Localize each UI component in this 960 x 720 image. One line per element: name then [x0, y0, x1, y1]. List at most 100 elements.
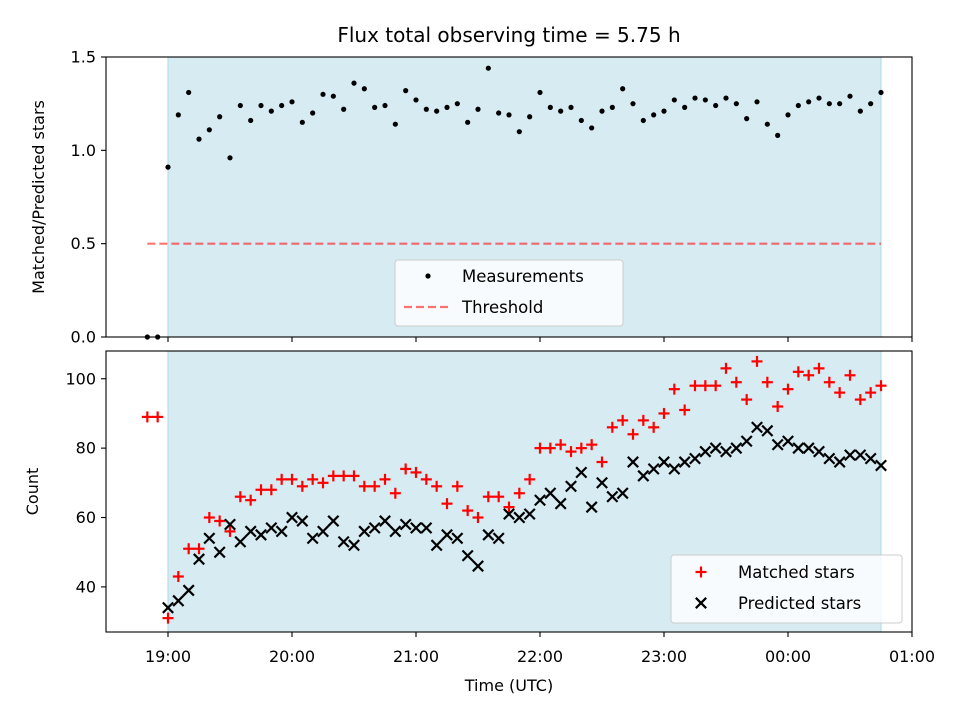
matched-star-point: [699, 380, 711, 392]
matched-star-point: [276, 473, 288, 485]
predicted-star-point: [172, 594, 185, 607]
matched-star-point: [472, 512, 484, 524]
measurement-point: [744, 116, 750, 122]
measurement-point: [496, 110, 502, 116]
matched-star-point: [379, 473, 391, 485]
predicted-star-point: [709, 442, 722, 455]
measurement-point: [837, 101, 843, 107]
predicted-star-point: [596, 476, 608, 489]
measurement-point: [702, 97, 708, 103]
measurement-point: [764, 121, 770, 127]
bottom-y-axis-label: Count: [23, 468, 42, 516]
measurement-point: [475, 106, 481, 112]
measurement-point: [609, 104, 615, 110]
measurement-point: [237, 102, 243, 109]
measurement-point: [630, 101, 636, 107]
measurement-point: [527, 114, 533, 120]
matched-star-point: [420, 473, 432, 485]
y-tick-label: 100: [65, 369, 96, 388]
measurement-point: [299, 119, 305, 125]
matched-star-point: [534, 442, 546, 454]
predicted-star-point: [802, 442, 815, 455]
matched-star-point: [193, 543, 205, 555]
measurement-point: [227, 155, 233, 161]
predicted-star-point: [699, 445, 712, 458]
matched-star-point: [296, 480, 308, 492]
measurement-point: [661, 108, 667, 114]
predicted-star-point: [864, 452, 877, 465]
measurement-point: [165, 164, 171, 170]
measurement-point: [682, 104, 688, 110]
bottom-y-ticks: 40 60 80 100: [65, 369, 106, 596]
measurement-point: [506, 112, 512, 118]
predicted-star-point: [544, 487, 557, 500]
matched-star-point: [834, 387, 846, 399]
matched-star-point: [875, 380, 887, 392]
matched-star-point: [710, 380, 722, 392]
predicted-star-point: [286, 511, 298, 524]
predicted-star-point: [327, 515, 340, 527]
measurement-point: [258, 102, 264, 109]
matched-star-point: [679, 404, 691, 416]
predicted-star-point: [689, 452, 701, 465]
legend-label-threshold: Threshold: [461, 298, 543, 317]
matched-star-point: [286, 473, 298, 485]
y-tick-label: 40: [76, 577, 96, 596]
predicted-star-point: [534, 494, 546, 507]
predicted-star-point: [647, 462, 660, 475]
predicted-star-point: [224, 518, 236, 531]
measurement-point: [806, 99, 812, 105]
predicted-star-point: [761, 424, 774, 437]
matched-star-point: [224, 525, 236, 537]
predicted-star-point: [244, 525, 257, 538]
measurement-point: [289, 99, 295, 105]
y-tick-label: 1.0: [71, 141, 96, 160]
measurement-point: [361, 86, 367, 92]
matched-star-point: [410, 466, 422, 478]
legend-marker-matched-stars: [695, 566, 707, 578]
matched-star-point: [462, 505, 474, 517]
measurement-point: [444, 104, 450, 110]
matched-star-point: [348, 470, 360, 482]
matched-star-point: [255, 484, 267, 496]
predicted-star-point: [751, 421, 763, 434]
predicted-star-point: [296, 515, 309, 527]
predicted-star-point: [306, 532, 319, 545]
measurement-point: [206, 127, 212, 133]
predicted-star-point: [162, 601, 174, 614]
matched-star-point: [317, 477, 329, 489]
matched-star-point: [751, 355, 763, 367]
matched-star-point: [627, 428, 639, 440]
top-legend: Measurements Threshold: [394, 259, 624, 327]
predicted-star-point: [720, 445, 732, 458]
predicted-star-point: [575, 466, 588, 479]
top-axes-frame: [105, 56, 913, 338]
matched-star-point: [668, 383, 680, 395]
predicted-star-point: [513, 511, 526, 524]
matched-star-point: [400, 463, 412, 475]
predicted-star-point: [771, 438, 784, 451]
matched-star-point: [772, 401, 784, 413]
measurement-point: [310, 110, 316, 116]
predicted-star-point: [833, 456, 846, 468]
predicted-star-point: [854, 449, 867, 462]
legend-plus-glyph: [695, 566, 707, 578]
matched-star-point: [689, 380, 701, 392]
measurement-point: [857, 108, 863, 114]
predicted-star-point: [213, 546, 226, 559]
matched-star-point: [803, 369, 815, 381]
predicted-star-point: [399, 518, 412, 531]
predicted-star-point: [410, 521, 422, 534]
predicted-star-point: [389, 525, 402, 538]
measurement-point: [847, 93, 853, 99]
x-tick-label: 01:00: [889, 647, 935, 666]
measurement-point: [754, 99, 760, 105]
predicted-star-point: [203, 532, 216, 545]
measurement-point: [454, 101, 460, 107]
predicted-star-point: [441, 528, 453, 541]
x-tick-label: 22:00: [517, 647, 563, 666]
matched-star-point: [482, 491, 494, 503]
matched-star-point: [792, 366, 804, 378]
y-tick-label: 1.5: [71, 48, 96, 67]
